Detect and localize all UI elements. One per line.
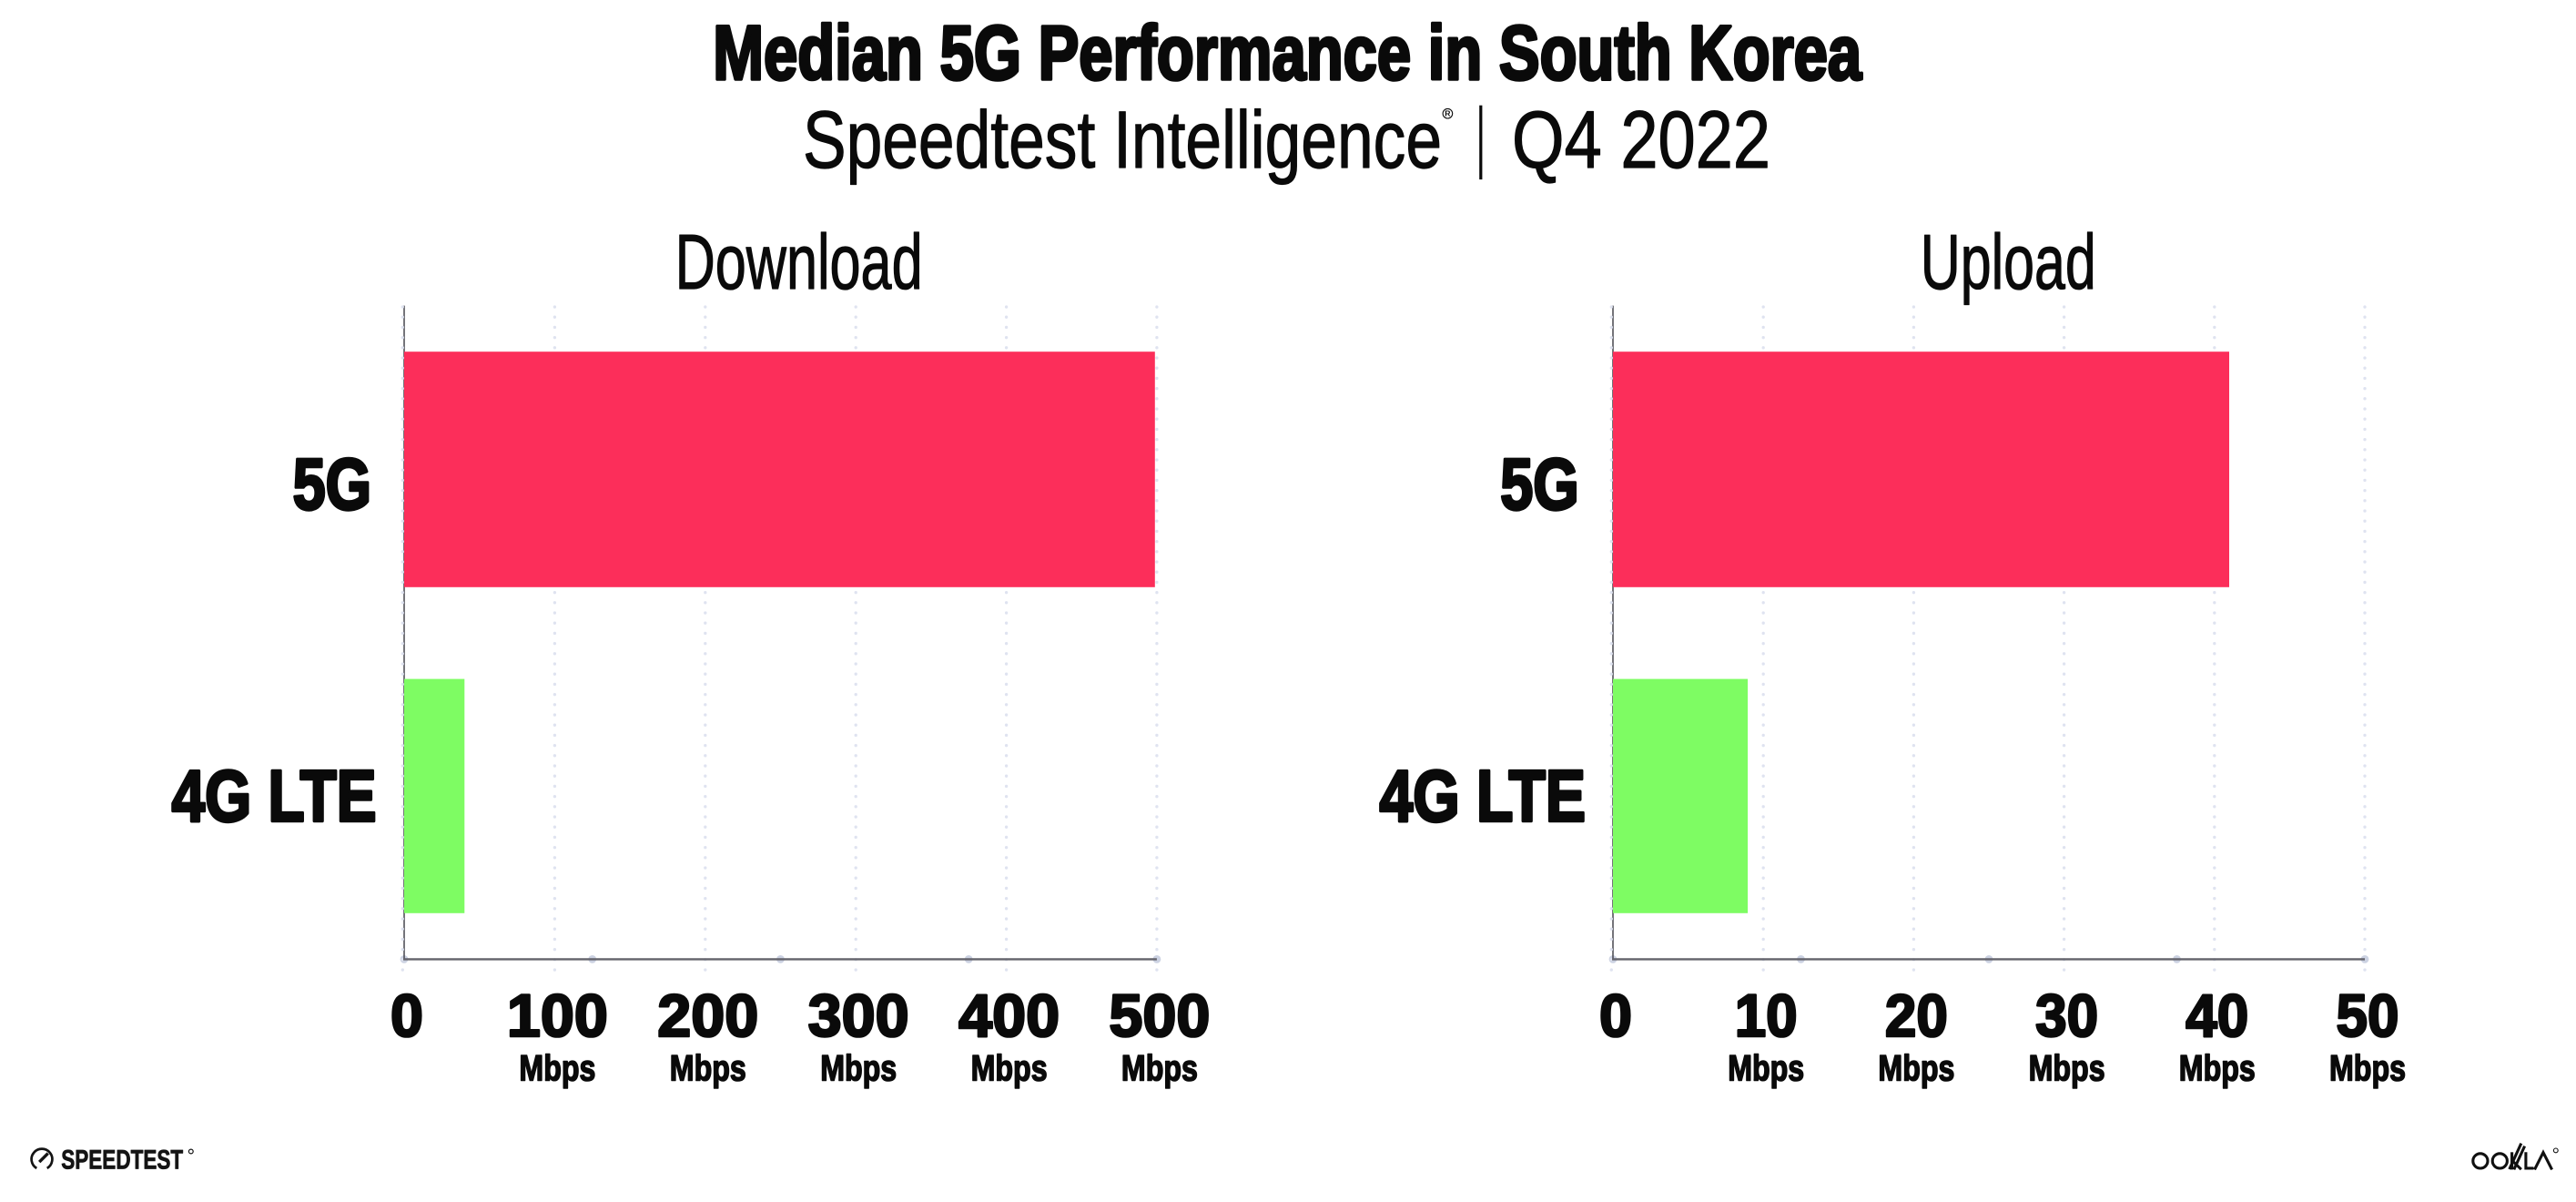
svg-text:Upload: Upload [1921, 219, 2096, 306]
svg-text:30: 30 [2035, 983, 2098, 1050]
svg-text:5G: 5G [1500, 443, 1579, 525]
svg-text:100: 100 [507, 983, 608, 1050]
svg-text:10: 10 [1735, 983, 1798, 1050]
svg-text:Q4 2022: Q4 2022 [1512, 95, 1770, 185]
svg-text:R: R [1445, 109, 1451, 118]
svg-text:0: 0 [390, 983, 423, 1050]
svg-text:5G: 5G [293, 443, 372, 525]
svg-text:4G LTE: 4G LTE [172, 755, 377, 836]
svg-text:Mbps: Mbps [971, 1048, 1048, 1089]
svg-text:Download: Download [675, 219, 923, 306]
svg-text:Speedtest Intelligence: Speedtest Intelligence [803, 95, 1442, 185]
svg-text:50: 50 [2337, 983, 2399, 1050]
svg-text:Mbps: Mbps [820, 1048, 897, 1089]
svg-text:Mbps: Mbps [1121, 1048, 1198, 1089]
svg-text:Mbps: Mbps [519, 1048, 595, 1089]
svg-text:200: 200 [657, 983, 758, 1050]
svg-text:20: 20 [1885, 983, 1948, 1050]
svg-text:Median 5G Performance in South: Median 5G Performance in South Korea [713, 10, 1862, 96]
svg-text:300: 300 [808, 983, 909, 1050]
svg-text:4G LTE: 4G LTE [1380, 755, 1587, 836]
svg-text:0: 0 [1599, 983, 1632, 1050]
svg-text:Mbps: Mbps [670, 1048, 746, 1089]
svg-text:500: 500 [1109, 983, 1210, 1050]
svg-text:Mbps: Mbps [2329, 1048, 2406, 1089]
svg-text:Mbps: Mbps [1878, 1048, 1954, 1089]
svg-text:40: 40 [2186, 983, 2248, 1050]
svg-text:Mbps: Mbps [1728, 1048, 1804, 1089]
svg-text:Mbps: Mbps [2179, 1048, 2256, 1089]
svg-text:SPEEDTEST: SPEEDTEST [61, 1146, 183, 1176]
svg-text:400: 400 [958, 983, 1060, 1050]
svg-text:Mbps: Mbps [2029, 1048, 2105, 1089]
